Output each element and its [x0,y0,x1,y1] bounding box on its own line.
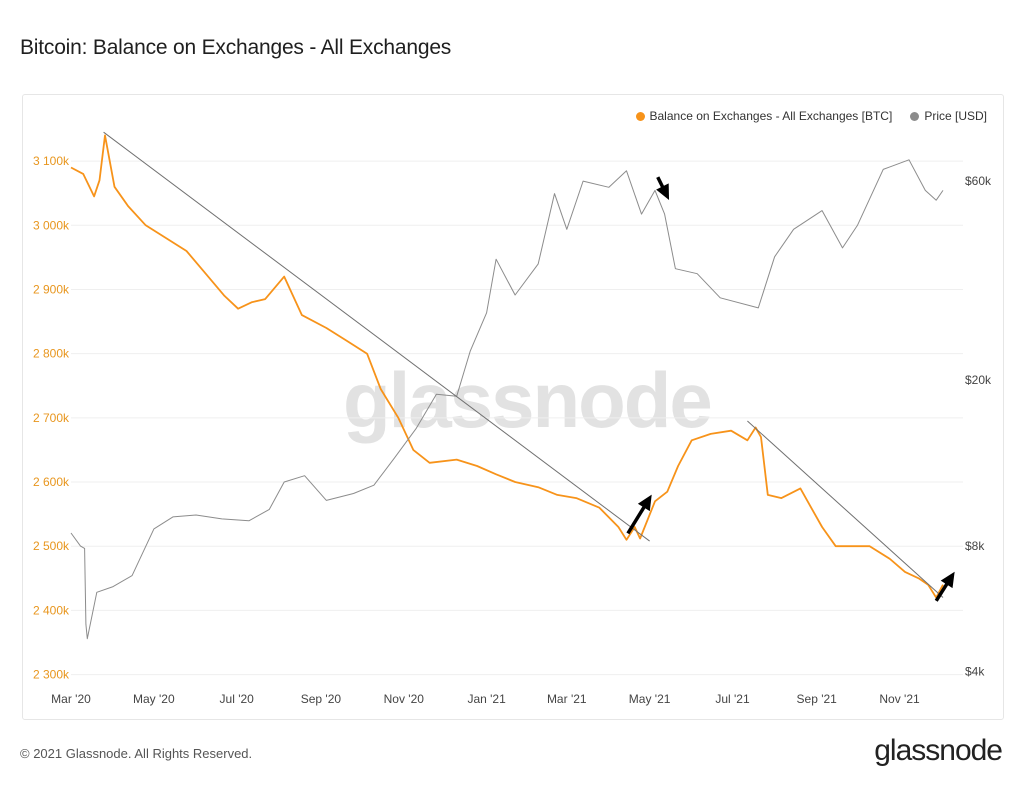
y-tick-right: $4k [965,665,985,679]
trendline [747,420,944,598]
y-tick-left: 2 900k [33,282,70,296]
legend-item-price[interactable]: Price [USD] [910,109,987,123]
y-tick-left: 3 100k [33,154,70,168]
series-line-price [70,159,944,640]
x-tick: Mar '20 [51,692,91,706]
y-tick-left: 3 000k [33,218,70,232]
y-tick-left: 2 600k [33,475,70,489]
series-line-balance [70,134,944,599]
legend-label-balance: Balance on Exchanges - All Exchanges [BT… [649,109,893,123]
arrow-head [637,494,652,512]
brand-logo: glassnode [874,734,1003,767]
y-tick-left: 2 300k [33,668,70,682]
arrow-head [656,183,670,200]
copyright-text: © 2021 Glassnode. All Rights Reserved. [20,746,253,761]
y-tick-right: $60k [965,174,992,188]
x-tick: Jul '21 [715,692,750,706]
legend-dot-price [910,111,920,121]
chart-legend: Balance on Exchanges - All Exchanges [BT… [635,109,987,123]
chart-panel: Balance on Exchanges - All Exchanges [BT… [22,94,1004,720]
y-tick-right: $20k [965,373,992,387]
x-tick: Jul '20 [220,692,255,706]
legend-label-price: Price [USD] [924,109,987,123]
x-tick: Sep '20 [301,692,342,706]
y-tick-left: 2 800k [33,347,70,361]
legend-dot-balance [635,111,645,121]
arrow-head [940,571,955,589]
x-tick: Mar '21 [547,692,587,706]
trendline [103,131,650,542]
x-tick: Nov '21 [879,692,920,706]
y-tick-right: $8k [965,539,985,553]
x-tick: May '20 [133,692,175,706]
page-title: Bitcoin: Balance on Exchanges - All Exch… [20,36,452,59]
y-tick-left: 2 700k [33,411,70,425]
y-tick-left: 2 500k [33,539,70,553]
x-tick: Sep '21 [797,692,838,706]
legend-item-balance[interactable]: Balance on Exchanges - All Exchanges [BT… [635,109,893,123]
chart-svg: 3 100k 3 000k 2 900k 2 800k 2 700k 2 600k 2 50… [33,131,992,706]
x-tick: Jan '21 [467,692,506,706]
x-tick: Nov '20 [384,692,425,706]
x-tick: May '21 [629,692,671,706]
y-tick-left: 2 400k [33,603,70,617]
